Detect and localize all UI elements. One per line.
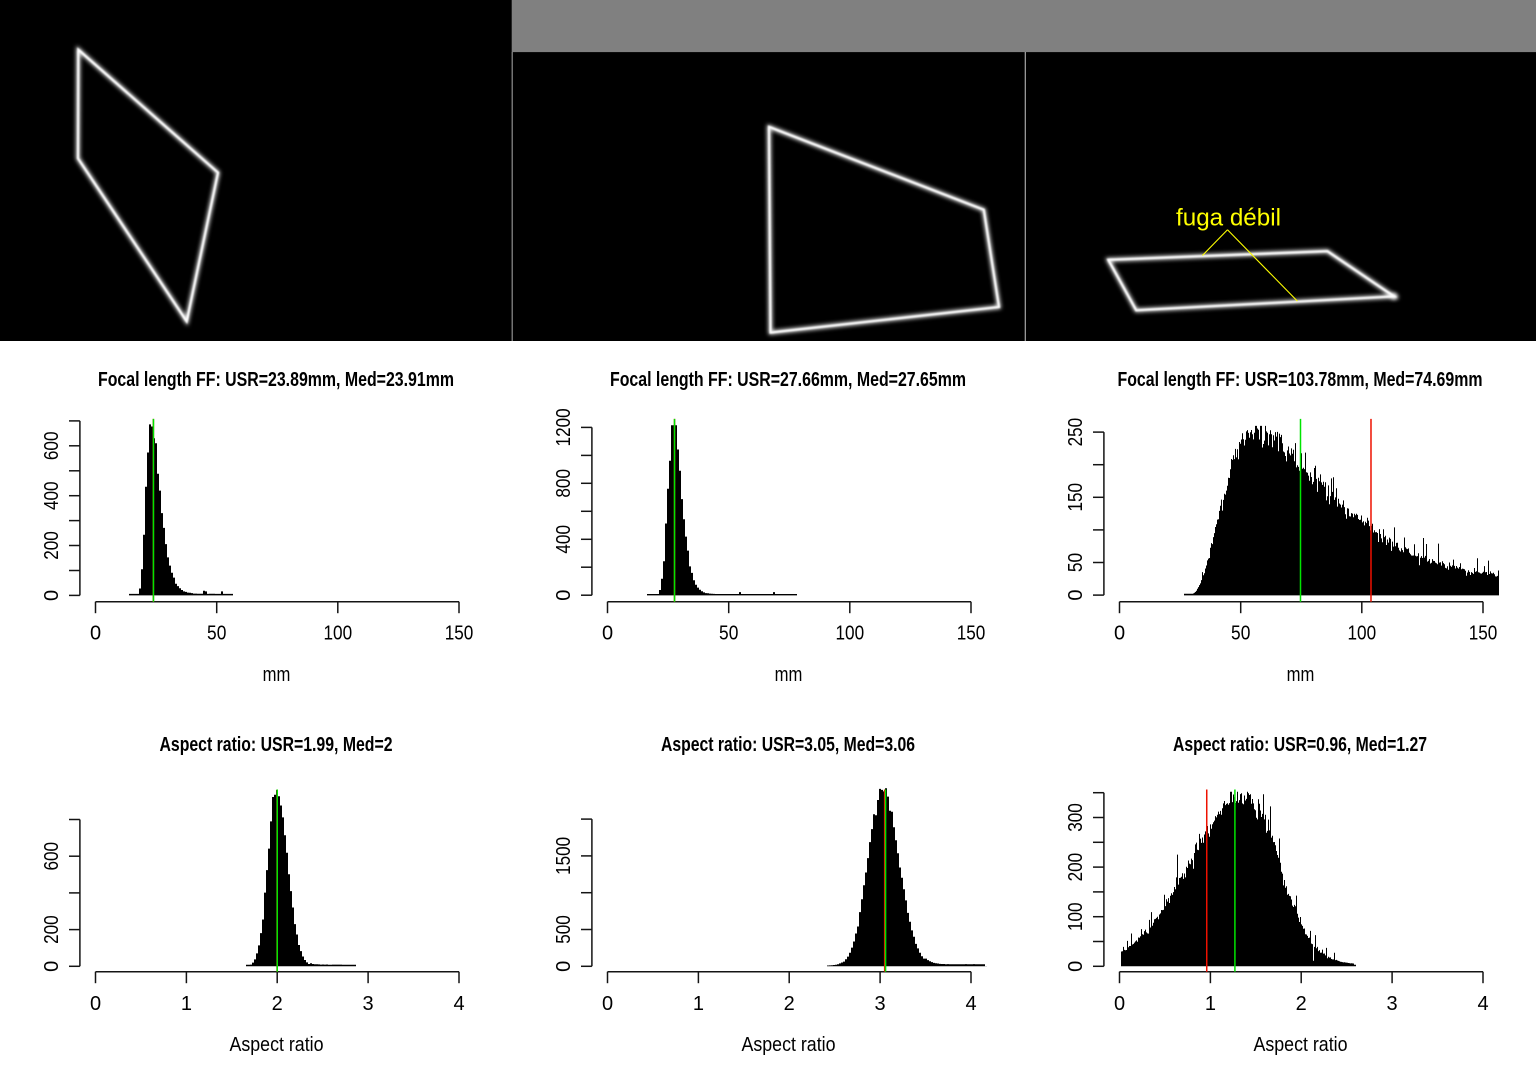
svg-text:4: 4 [453,993,464,1015]
svg-text:1: 1 [693,993,704,1015]
svg-text:Aspect ratio: USR=1.99, Med=2: Aspect ratio: USR=1.99, Med=2 [160,734,393,756]
svg-text:Focal length FF: USR=27.66mm,: Focal length FF: USR=27.66mm, Med=27.65m… [610,369,966,391]
svg-text:fuga débil: fuga débil [1176,205,1281,232]
svg-text:50: 50 [719,623,738,645]
svg-text:Aspect ratio: USR=3.05, Med=3.: Aspect ratio: USR=3.05, Med=3.06 [661,734,915,756]
svg-text:2: 2 [272,993,283,1015]
svg-text:1500: 1500 [553,837,575,875]
svg-text:100: 100 [1348,623,1377,645]
svg-text:100: 100 [324,623,353,645]
svg-text:1: 1 [1205,993,1216,1015]
svg-text:50: 50 [1231,623,1250,645]
svg-text:0: 0 [602,993,613,1015]
svg-text:1: 1 [181,993,192,1015]
svg-text:4: 4 [965,993,976,1015]
svg-text:0: 0 [553,961,575,972]
svg-text:0: 0 [602,623,613,645]
svg-text:150: 150 [445,623,474,645]
svg-text:50: 50 [1065,553,1087,572]
svg-text:4: 4 [1477,993,1488,1015]
svg-text:Aspect ratio: USR=0.96, Med=1.: Aspect ratio: USR=0.96, Med=1.27 [1173,734,1427,756]
svg-text:800: 800 [553,469,575,498]
svg-text:150: 150 [1469,623,1498,645]
svg-text:400: 400 [553,525,575,554]
svg-text:0: 0 [90,623,101,645]
svg-text:0: 0 [1114,623,1125,645]
svg-text:0: 0 [41,961,63,972]
svg-text:100: 100 [836,623,865,645]
svg-text:0: 0 [553,590,575,601]
svg-text:3: 3 [875,993,886,1015]
svg-text:600: 600 [41,432,63,461]
svg-text:Aspect ratio: Aspect ratio [1254,1034,1348,1056]
svg-text:Aspect ratio: Aspect ratio [742,1034,836,1056]
svg-text:1200: 1200 [553,408,575,446]
svg-text:200: 200 [41,915,63,944]
svg-text:600: 600 [41,842,63,871]
svg-text:3: 3 [363,993,374,1015]
svg-text:Aspect ratio: Aspect ratio [230,1034,324,1056]
svg-text:0: 0 [1065,590,1087,601]
svg-text:mm: mm [1287,664,1315,686]
svg-text:2: 2 [1296,993,1307,1015]
svg-text:0: 0 [41,590,63,601]
svg-text:0: 0 [90,993,101,1015]
svg-text:mm: mm [775,664,803,686]
svg-text:0: 0 [1065,961,1087,972]
svg-text:mm: mm [263,664,291,686]
svg-text:100: 100 [1065,902,1087,931]
svg-text:50: 50 [207,623,226,645]
svg-text:2: 2 [784,993,795,1015]
svg-text:400: 400 [41,481,63,510]
svg-text:500: 500 [553,915,575,944]
svg-text:0: 0 [1114,993,1125,1015]
svg-text:Focal length FF: USR=103.78mm,: Focal length FF: USR=103.78mm, Med=74.69… [1118,369,1483,391]
svg-text:200: 200 [1065,853,1087,882]
svg-text:3: 3 [1387,993,1398,1015]
svg-text:300: 300 [1065,803,1087,832]
svg-text:150: 150 [1065,483,1087,512]
svg-text:Focal length FF: USR=23.89mm,: Focal length FF: USR=23.89mm, Med=23.91m… [98,369,454,391]
svg-text:150: 150 [957,623,986,645]
svg-text:200: 200 [41,531,63,560]
svg-text:250: 250 [1065,418,1087,447]
